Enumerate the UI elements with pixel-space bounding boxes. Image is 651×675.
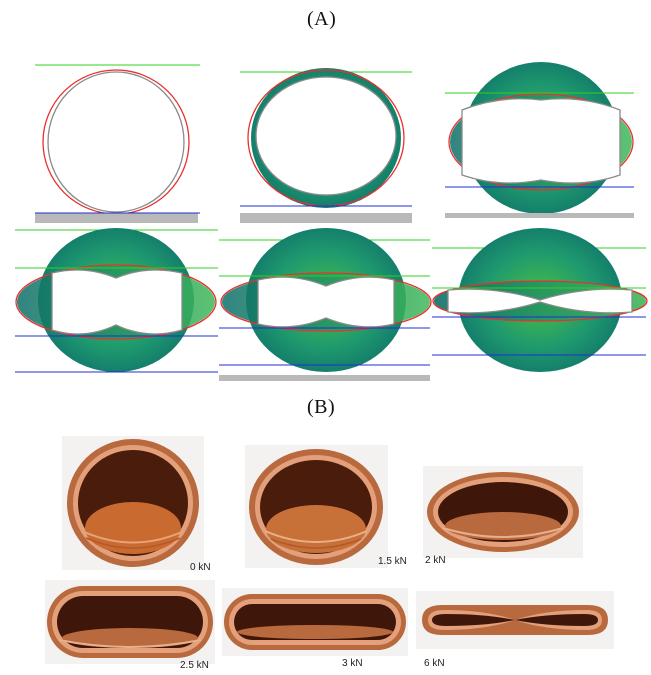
sim-frame-5	[219, 228, 432, 381]
inner-outline	[51, 269, 183, 335]
inner-outline	[447, 288, 633, 314]
outer-outline	[448, 93, 634, 191]
simulation-panel	[15, 62, 648, 381]
load-label-6kn: 6 kN	[424, 658, 445, 669]
outer-outline	[220, 272, 432, 332]
tube-photo-2	[245, 445, 388, 568]
outer-outline	[432, 280, 648, 322]
tube-photo-6	[416, 591, 614, 649]
load-label-2-5kn: 2.5 kN	[180, 660, 209, 671]
outer-outline	[15, 264, 217, 340]
inner-outline	[461, 98, 621, 184]
sim-frame-2	[240, 68, 412, 223]
tube-photo-4	[45, 580, 215, 664]
ground-plate	[35, 213, 198, 223]
load-label-1-5kn: 1.5 kN	[378, 556, 407, 567]
inner-outline	[257, 276, 395, 328]
ground-plate	[240, 213, 412, 223]
tube-photo-3	[423, 466, 583, 558]
inner-outline	[47, 71, 185, 213]
sim-frame-1	[35, 64, 200, 223]
sim-frame-6	[432, 228, 648, 372]
tube-photo-1	[62, 436, 204, 570]
sim-frame-3	[445, 62, 634, 218]
tube-photo-5	[222, 588, 408, 656]
load-label-2kn: 2 kN	[425, 555, 446, 566]
inner-outline	[255, 76, 397, 196]
panel-a-label: (A)	[307, 8, 337, 30]
sim-frame-4	[15, 228, 218, 373]
ground-plate	[219, 375, 430, 381]
load-label-3kn: 3 kN	[342, 658, 363, 669]
ground-plate	[445, 213, 634, 218]
load-label-0kn: 0 kN	[190, 562, 211, 573]
panel-b-label: (B)	[307, 396, 336, 418]
